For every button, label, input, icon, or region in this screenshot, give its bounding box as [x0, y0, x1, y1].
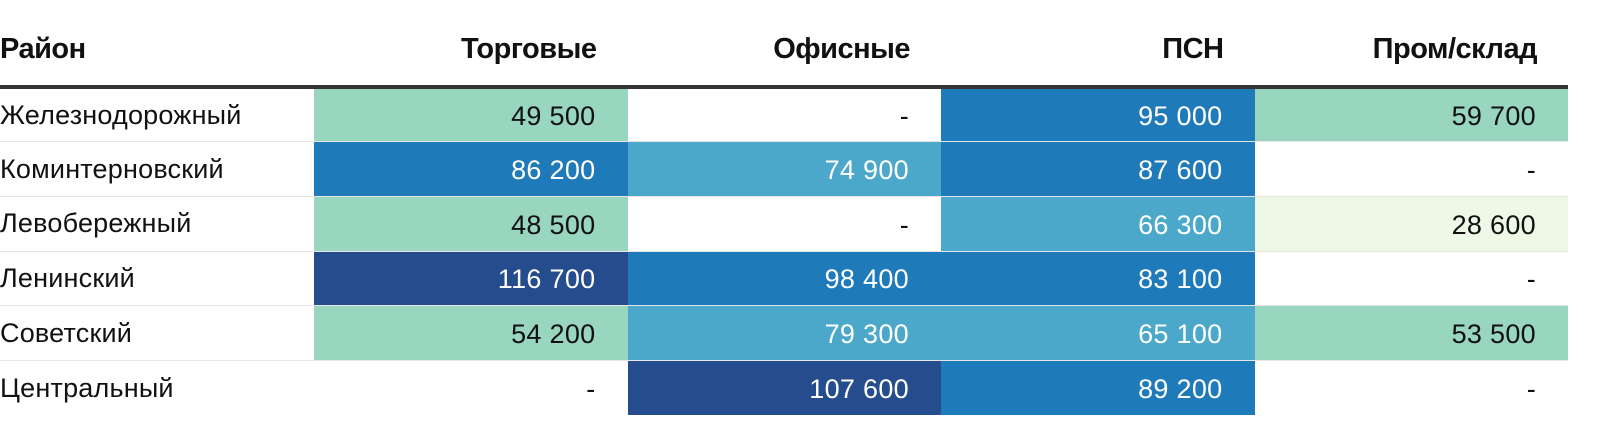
value-cell-office: 74 900	[627, 141, 941, 197]
value-cell-retail: -	[314, 360, 628, 416]
table-row: Ленинский 116 700 98 400 83 100 -	[0, 251, 1568, 306]
value-cell-industrial: 53 500	[1254, 305, 1568, 361]
table-row: Железнодорожный 49 500 - 95 000 59 700	[0, 87, 1568, 142]
table-row: Центральный - 107 600 89 200 -	[0, 360, 1568, 416]
column-header-psn[interactable]: ПСН	[941, 0, 1255, 89]
value-cell-retail: 116 700	[314, 251, 628, 306]
column-header-district[interactable]: Район	[0, 0, 314, 89]
value-cell-psn: 65 100	[941, 305, 1255, 361]
price-heatmap-table: Район Торговые Офисные ПСН Пром/склад Же…	[0, 0, 1568, 416]
table-row: Коминтерновский 86 200 74 900 87 600 -	[0, 141, 1568, 197]
value-cell-psn: 89 200	[941, 360, 1255, 416]
value-cell-industrial: -	[1254, 251, 1568, 306]
district-name-cell: Центральный	[0, 372, 174, 403]
district-name-cell: Коминтерновский	[0, 153, 224, 184]
value-cell-psn: 83 100	[941, 251, 1255, 306]
value-cell-retail: 86 200	[314, 141, 628, 197]
heatmap-table-container: Район Торговые Офисные ПСН Пром/склад Же…	[0, 0, 1568, 416]
district-name-cell: Левобережный	[0, 208, 192, 239]
column-header-office[interactable]: Офисные	[627, 0, 941, 89]
value-cell-industrial: -	[1254, 141, 1568, 197]
header-row: Район Торговые Офисные ПСН Пром/склад	[0, 0, 1568, 89]
value-cell-psn: 87 600	[941, 141, 1255, 197]
value-cell-office: -	[627, 87, 941, 142]
column-header-industrial-warehouse[interactable]: Пром/склад	[1254, 0, 1568, 89]
district-name-cell: Ленинский	[0, 262, 135, 293]
value-cell-industrial: 28 600	[1254, 196, 1568, 252]
table-row: Левобережный 48 500 - 66 300 28 600	[0, 196, 1568, 252]
value-cell-industrial: -	[1254, 360, 1568, 416]
value-cell-retail: 54 200	[314, 305, 628, 361]
table-row: Советский 54 200 79 300 65 100 53 500	[0, 305, 1568, 361]
value-cell-office: 107 600	[627, 360, 941, 416]
value-cell-retail: 48 500	[314, 196, 628, 252]
district-name-cell: Железнодорожный	[0, 99, 242, 130]
value-cell-industrial: 59 700	[1254, 87, 1568, 142]
district-name-cell: Советский	[0, 317, 133, 348]
value-cell-psn: 66 300	[941, 196, 1255, 252]
value-cell-retail: 49 500	[314, 87, 628, 142]
value-cell-office: 79 300	[627, 305, 941, 361]
value-cell-office: 98 400	[627, 251, 941, 306]
value-cell-office: -	[627, 196, 941, 252]
value-cell-psn: 95 000	[941, 87, 1255, 142]
column-header-retail[interactable]: Торговые	[314, 0, 628, 89]
